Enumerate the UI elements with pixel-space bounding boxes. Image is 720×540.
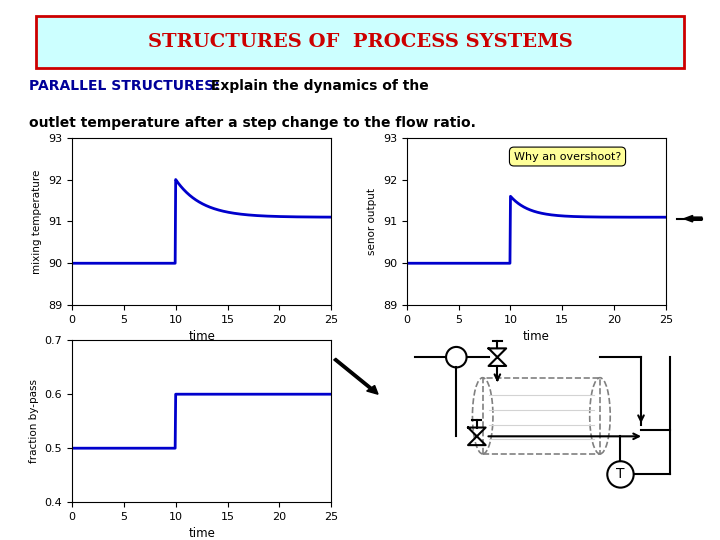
Y-axis label: mixing temperature: mixing temperature bbox=[32, 169, 42, 274]
Bar bbox=[482, 377, 600, 454]
Text: STRUCTURES OF  PROCESS SYSTEMS: STRUCTURES OF PROCESS SYSTEMS bbox=[148, 33, 572, 51]
Text: T: T bbox=[616, 468, 625, 482]
FancyBboxPatch shape bbox=[36, 16, 684, 68]
Text: outlet temperature after a step change to the flow ratio.: outlet temperature after a step change t… bbox=[29, 116, 476, 130]
Text: PARALLEL STRUCTURES:: PARALLEL STRUCTURES: bbox=[29, 79, 220, 93]
X-axis label: time: time bbox=[188, 528, 215, 540]
Y-axis label: senor output: senor output bbox=[367, 188, 377, 255]
Text: Explain the dynamics of the: Explain the dynamics of the bbox=[206, 79, 429, 93]
X-axis label: time: time bbox=[188, 330, 215, 343]
X-axis label: time: time bbox=[523, 330, 550, 343]
Text: Why an overshoot?: Why an overshoot? bbox=[514, 152, 621, 161]
Y-axis label: fraction by-pass: fraction by-pass bbox=[29, 379, 39, 463]
